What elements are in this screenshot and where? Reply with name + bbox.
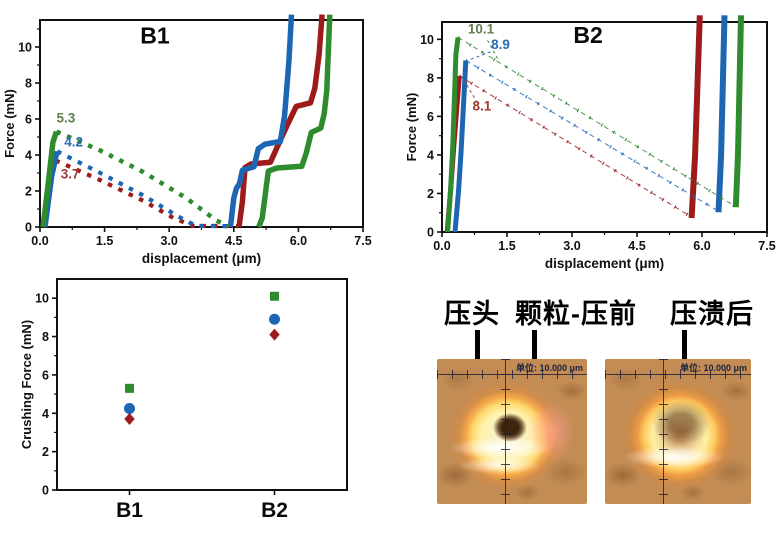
y-tick-label: 2: [427, 187, 434, 201]
label-particle-before: 颗粒-压前: [515, 299, 637, 329]
y-tick-label: 8: [25, 77, 32, 91]
y-axis-label: Force (mN): [404, 93, 419, 162]
x-tick-label: 4.5: [628, 239, 645, 253]
x-tick-label: 1.5: [498, 239, 515, 253]
micrograph-after-crush: 单位: 10.000 μm: [605, 359, 751, 504]
peak-force-annotation: 4.2: [64, 134, 83, 149]
marker-diamond-B2: [269, 328, 280, 341]
marker-square-B1: [125, 383, 134, 393]
x-tick-label: 3.0: [563, 239, 580, 253]
category-label: B1: [116, 499, 143, 522]
marker-square-B2: [270, 291, 279, 301]
x-tick-label: 0.0: [433, 239, 450, 253]
y-tick-label: 10: [35, 292, 49, 306]
crosshair-vertical-ticks: [659, 359, 669, 504]
glow-highlight: [458, 456, 541, 474]
marker-diamond-B1: [124, 413, 135, 426]
x-tick-label: 6.0: [290, 234, 307, 248]
x-tick-label: 4.5: [225, 234, 242, 248]
y-tick-label: 6: [42, 368, 49, 382]
plot-frame: [56, 278, 348, 491]
chart-b1-force-displacement: 0.0 1.5 3.0 4.5 6.0 7.5 0 2 4 6 8 10 Force (mN) displ…: [2, 14, 372, 266]
series-run-blue: [56, 149, 228, 229]
y-tick-label: 10: [18, 41, 32, 55]
series-run-blue: [452, 60, 469, 233]
glow-highlight: [622, 446, 725, 468]
scale-unit-text: 单位: 10.000 μm: [679, 363, 747, 373]
series-run-green: [55, 129, 230, 229]
y-tick-label: 0: [427, 226, 434, 240]
y-tick-label: 0: [25, 221, 32, 235]
crosshair-vertical-ticks: [500, 359, 510, 504]
y-tick-label: 6: [427, 110, 434, 124]
micrograph-panel: 压头 颗粒-压前 压溃后 单位: 10.000 μm: [390, 266, 780, 533]
x-axis-label: displacement (μm): [142, 251, 261, 266]
series-run-red: [688, 15, 703, 219]
series-run-green-unload-line: [457, 36, 737, 208]
chart-title: B2: [573, 22, 602, 48]
series-run-blue-unload-line: [465, 60, 719, 212]
y-tick-label: 2: [42, 445, 49, 459]
x-tick-label: 3.0: [161, 234, 178, 248]
series-run-blue: [715, 15, 728, 213]
x-tick-label: 7.5: [758, 239, 775, 253]
x-axis-label: displacement (μm): [545, 256, 664, 271]
series-run-green: [256, 14, 333, 228]
series-run-red: [236, 14, 325, 228]
y-tick-label: 8: [427, 71, 434, 85]
y-tick-label: 4: [427, 148, 434, 162]
series-run-red-unload-line: [459, 75, 692, 218]
y-tick-label: 6: [25, 113, 32, 127]
series-run-green: [40, 130, 60, 228]
peak-force-annotation: 8.1: [472, 99, 491, 114]
glow-pink-patch: [527, 399, 575, 464]
label-indenter: 压头: [444, 299, 500, 329]
crosshair-horizontal-ticks: [437, 369, 587, 379]
micrograph-before-crush: 单位: 10.000 μm: [437, 359, 587, 504]
plot-frame: [39, 19, 364, 228]
annotation-leader: [463, 79, 478, 104]
x-tick-label: 0.0: [31, 234, 48, 248]
chart-title: B1: [140, 22, 170, 48]
peak-force-annotation: 8.9: [491, 37, 510, 52]
y-tick-label: 2: [25, 185, 32, 199]
x-tick-label: 6.0: [693, 239, 710, 253]
y-tick-label: 0: [42, 484, 49, 498]
series-run-green: [732, 15, 744, 208]
series-run-blue: [227, 14, 295, 228]
y-tick-label: 4: [42, 407, 49, 421]
y-tick-label: 4: [25, 149, 32, 163]
particle-blob: [492, 412, 527, 442]
peak-force-annotation: 3.7: [61, 166, 80, 181]
category-label: B2: [261, 499, 288, 522]
chart-b2-force-displacement: 0.0 1.5 3.0 4.5 6.0 7.5 0 2 4 6 8 10 Force (mN) displ…: [404, 15, 776, 271]
peak-force-annotation: 5.3: [56, 111, 75, 126]
x-tick-label: 7.5: [354, 234, 371, 248]
x-tick-label: 1.5: [96, 234, 113, 248]
y-tick-label: 10: [420, 33, 434, 47]
y-axis-label: Force (mN): [2, 89, 17, 158]
y-tick-label: 8: [42, 330, 49, 344]
series-run-green: [445, 37, 461, 233]
scale-unit-text: 单位: 10.000 μm: [515, 363, 583, 373]
crosshair-horizontal-ticks: [605, 369, 751, 379]
marker-circle-B1: [124, 402, 135, 414]
peak-force-annotation: 10.1: [468, 22, 495, 37]
label-after-crush: 压溃后: [670, 299, 754, 329]
marker-circle-B2: [269, 313, 280, 325]
annotation-leader: [469, 51, 491, 61]
y-axis-label: Crushing Force (mN): [19, 320, 34, 449]
